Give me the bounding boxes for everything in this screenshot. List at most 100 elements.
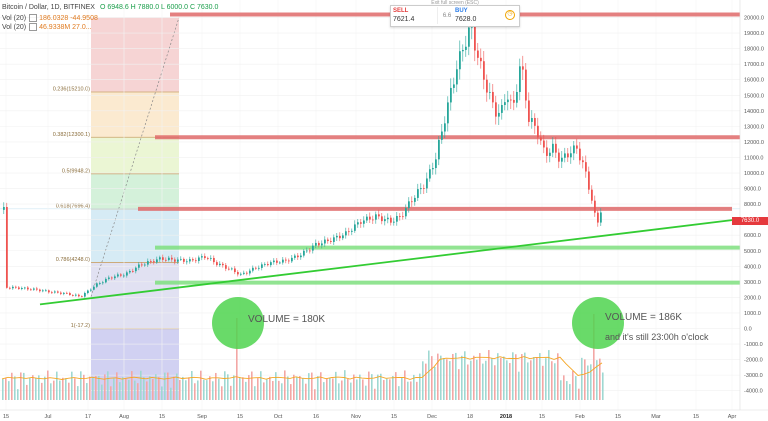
volume-bar [365,385,367,400]
volume-highlight-circles[interactable] [212,297,624,349]
spread-value: 6.6 [442,13,452,19]
time-tick-label: 15 [237,414,243,420]
volume-bar [506,360,508,400]
candle-body [321,243,323,246]
buy-button[interactable]: BUY 7628.0 [455,7,499,24]
candle-body [213,257,215,263]
volume-bar [581,357,583,400]
volume-bar [410,381,412,400]
sell-button[interactable]: SELL 7621.4 [393,7,438,24]
sell-label: SELL [393,8,409,14]
time-tick-label: 15 [391,414,397,420]
volume-bar [56,371,58,400]
volume-bar [479,353,481,400]
candle-body [297,255,299,258]
indicator-legend-2[interactable]: Vol (20) 46.9338M 27.0... [2,23,92,32]
candle-body [234,268,236,273]
candle-body [90,289,92,291]
price-tick-label: 14000.0 [744,109,764,115]
candle-body [426,178,428,189]
volume-bar [440,355,442,400]
candle-body [273,260,275,263]
candle-body [33,288,35,290]
volume-bar [494,365,496,400]
candle-body [360,222,362,224]
volume-bar [164,372,166,400]
volume-bar [413,374,415,400]
volume-bar [299,376,301,400]
candle-body [129,271,131,273]
candle-body [495,102,497,117]
volume-bar [35,377,37,400]
candle-body [228,268,230,270]
volume-bar [404,370,406,400]
candle-body [462,49,464,52]
fibonacci-retracement[interactable]: 0.236(15210.0) 0.382(12300.1) 0.5(9948.2) 0… [0,17,740,400]
volume-bar [140,370,142,400]
candle-body [480,57,482,62]
volume-bar [416,381,418,400]
candle-body [144,264,146,266]
candle-body [546,147,548,156]
candle-body [459,51,461,70]
volume-bar [356,379,358,400]
candle-body [408,201,410,209]
candle-body [504,102,506,106]
buy-label: BUY [455,8,468,14]
volume-bar [407,381,409,400]
volume-bar [317,376,319,400]
volume-bar [98,375,100,400]
volume-bar [254,386,256,400]
candle-body [186,261,188,263]
candle-body [570,153,572,158]
candle-body [378,214,380,217]
time-tick-label: Oct [274,414,283,420]
volume-left-annotation: VOLUME = 180K [248,314,325,325]
indicator-legend-1[interactable]: Vol (20) 186.0328 -44.9508 [2,14,98,23]
price-tick-label: 20000.0 [744,16,764,22]
volume-bar [269,376,271,400]
time-tick-label: Jul [44,414,51,420]
volume-bar [452,353,454,400]
candle-body [465,46,467,50]
settings-box-icon[interactable] [29,14,38,23]
volume-bar [272,381,274,400]
price-tick-label: -1000.0 [744,342,763,348]
candle-body [171,257,173,260]
volume-bar [602,372,604,400]
candle-body [66,292,68,294]
price-tick-label: -4000.0 [744,389,763,395]
volume-bar [377,374,379,400]
candle-body [261,264,263,268]
volume-bar [578,388,580,400]
time-tick-label: 16 [313,414,319,420]
volume-bar [143,377,145,400]
volume-bar [161,386,163,400]
volume-bar [116,372,118,400]
symbol-legend[interactable]: Bitcoin / Dollar, 1D, BITFINEX O 6948.6 … [2,3,218,12]
candle-body [219,263,221,266]
horizontal-levels[interactable] [138,12,768,285]
candle-body [30,289,32,291]
candle-body [390,217,392,223]
volume-bar [596,360,598,400]
volume-bar [488,350,490,400]
candle-body [165,259,167,261]
volume-bar [137,383,139,400]
volume-moving-average [1,356,603,380]
time-tick-label: Dec [427,414,437,420]
clock-icon[interactable]: ◷ [505,10,515,20]
price-axis[interactable]: 20000.0 19000.0 18000.0 17000.0 16000.0 15000… [739,0,768,410]
candle-body [393,221,395,223]
candle-body [375,214,377,220]
settings-box-icon[interactable] [29,23,38,32]
candle-body [471,26,473,28]
time-axis[interactable]: 15 Jul 17 Aug 15 Sep 15 Oct 16 Nov 15 Dec 18 2018 15 Fe… [0,409,768,420]
candle-body [600,212,602,223]
volume-bar [518,371,520,400]
candle-body [9,287,11,289]
trade-panel[interactable]: Exit full screen (ESC) SELL 7621.4 6.6 B… [390,0,520,27]
trendline[interactable] [39,217,743,306]
price-axis-bg [740,0,768,410]
